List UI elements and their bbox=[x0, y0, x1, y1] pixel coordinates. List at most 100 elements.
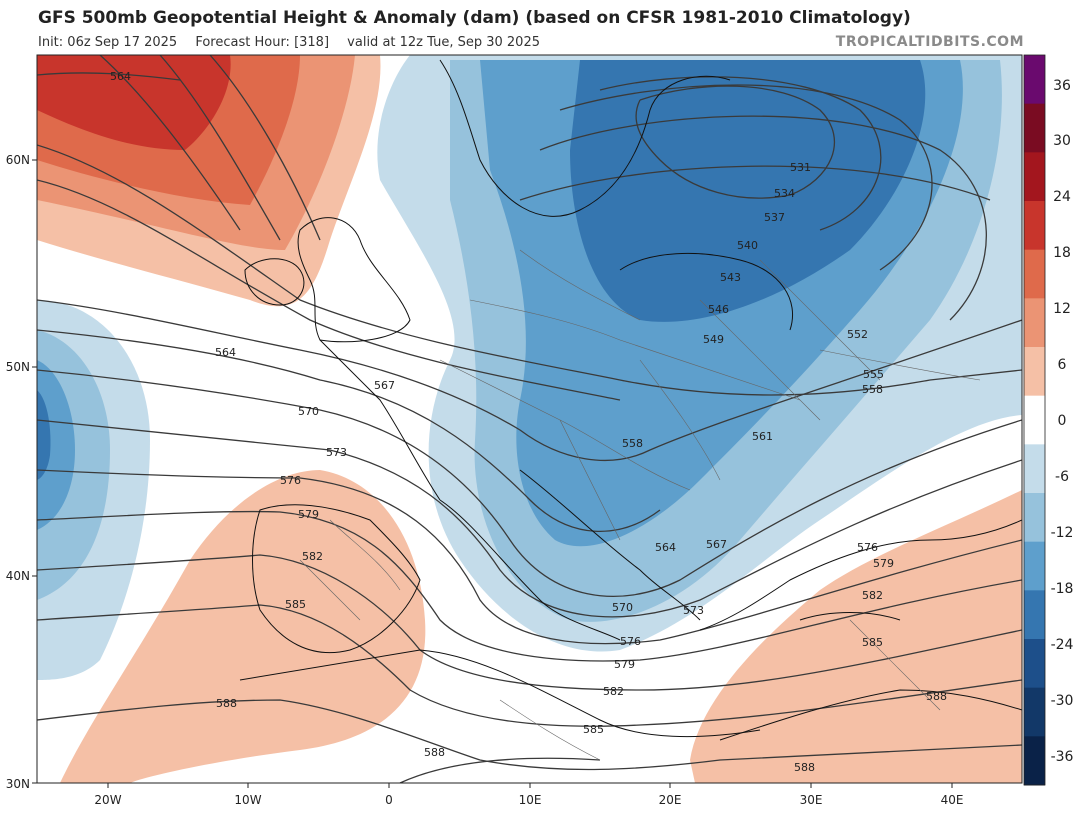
height-contours bbox=[37, 55, 1022, 783]
contour-label: 582 bbox=[302, 550, 323, 563]
colorbar-block bbox=[1024, 736, 1045, 786]
contour-label: 588 bbox=[926, 690, 947, 703]
coastlines bbox=[239, 59, 1022, 741]
colorbar-label: 36 bbox=[1053, 78, 1071, 94]
contour-label: 576 bbox=[280, 474, 301, 487]
lon-label: 30E bbox=[800, 793, 823, 807]
contour-label: 588 bbox=[794, 761, 815, 774]
colorbar-label: -30 bbox=[1051, 693, 1074, 709]
lat-label: 50N bbox=[6, 360, 30, 374]
contour-label: 555 bbox=[863, 368, 884, 381]
lat-label: 60N bbox=[6, 153, 30, 167]
contour-label: 576 bbox=[857, 541, 878, 554]
contour-label: 567 bbox=[374, 379, 395, 392]
colorbar-label: -12 bbox=[1051, 525, 1074, 541]
colorbar-label: -24 bbox=[1051, 637, 1074, 653]
contour-label: 564 bbox=[215, 346, 236, 359]
contour-label: 543 bbox=[720, 271, 741, 284]
map-subtitle: Init: 06z Sep 17 2025 Forecast Hour: [31… bbox=[38, 35, 554, 50]
lon-label: 40E bbox=[941, 793, 964, 807]
colorbar-label: -18 bbox=[1051, 581, 1074, 597]
contour-label: 579 bbox=[298, 508, 319, 521]
contour-label: 585 bbox=[583, 723, 604, 736]
lon-label: 10E bbox=[519, 793, 542, 807]
contour-label: 588 bbox=[424, 746, 445, 759]
contour-label: 588 bbox=[216, 697, 237, 710]
lat-label: 40N bbox=[6, 569, 30, 583]
forecast-hour: Forecast Hour: [318] bbox=[195, 35, 330, 50]
colorbar-block bbox=[1024, 201, 1045, 251]
contour-label: 573 bbox=[683, 604, 704, 617]
colorbar-label: 30 bbox=[1053, 133, 1071, 149]
colorbar-block bbox=[1024, 55, 1045, 105]
contour-label: 585 bbox=[285, 598, 306, 611]
colorbar-label: 6 bbox=[1058, 357, 1067, 373]
colorbar-label: 0 bbox=[1058, 413, 1067, 429]
contour-label: 558 bbox=[862, 383, 883, 396]
anomaly-positive-iberia bbox=[60, 470, 426, 783]
colorbar-label: -36 bbox=[1051, 749, 1074, 765]
longitude-labels: 20W 10W 0 10E 20E 30E 40E bbox=[94, 793, 963, 807]
contour-label: 540 bbox=[737, 239, 758, 252]
contour-label: 576 bbox=[620, 635, 641, 648]
contour-label: 549 bbox=[703, 333, 724, 346]
anomaly-negative-west bbox=[37, 300, 150, 680]
contour-label: 582 bbox=[862, 589, 883, 602]
political-borders bbox=[299, 249, 981, 761]
contour-label: 561 bbox=[752, 430, 773, 443]
colorbar-block bbox=[1024, 493, 1045, 543]
colorbar-block bbox=[1024, 347, 1045, 397]
longitude-ticks bbox=[107, 783, 953, 788]
colorbar-label: 12 bbox=[1053, 301, 1071, 317]
valid-time: valid at 12z Tue, Sep 30 2025 bbox=[347, 35, 540, 50]
lon-label: 10W bbox=[234, 793, 261, 807]
map-title: GFS 500mb Geopotential Height & Anomaly … bbox=[38, 8, 911, 28]
colorbar-label: 18 bbox=[1053, 245, 1071, 261]
lon-label: 0 bbox=[385, 793, 393, 807]
colorbar-block bbox=[1024, 541, 1045, 591]
colorbar-blocks bbox=[1024, 55, 1045, 786]
colorbar-label: -6 bbox=[1055, 469, 1069, 485]
colorbar-block bbox=[1024, 639, 1045, 689]
anomaly-positive-northwest bbox=[37, 55, 381, 307]
brand-watermark: TROPICALTIDBITS.COM bbox=[835, 34, 1024, 50]
colorbar-block bbox=[1024, 298, 1045, 348]
colorbar-block bbox=[1024, 590, 1045, 640]
latitude-labels: 60N 50N 40N 30N bbox=[6, 153, 30, 791]
contour-label: 567 bbox=[706, 538, 727, 551]
contour-label: 579 bbox=[873, 557, 894, 570]
contour-label: 573 bbox=[326, 446, 347, 459]
latitude-ticks bbox=[32, 159, 37, 784]
contour-label: 585 bbox=[862, 636, 883, 649]
contour-label: 570 bbox=[612, 601, 633, 614]
contour-label: 558 bbox=[622, 437, 643, 450]
contour-label: 564 bbox=[655, 541, 676, 554]
lon-label: 20W bbox=[94, 793, 121, 807]
anomaly-positive-east bbox=[690, 490, 1022, 783]
contour-label: 537 bbox=[764, 211, 785, 224]
contour-label: 552 bbox=[847, 328, 868, 341]
init-time: Init: 06z Sep 17 2025 bbox=[38, 35, 178, 50]
contour-label: 534 bbox=[774, 187, 795, 200]
colorbar-frame bbox=[1023, 54, 1046, 786]
colorbar-block bbox=[1024, 249, 1045, 299]
contour-label: 531 bbox=[790, 161, 811, 174]
colorbar-labels: 36 30 24 18 12 6 0 -6 -12 -18 -24 -30 -3… bbox=[1051, 78, 1074, 765]
colorbar-block bbox=[1024, 152, 1045, 202]
map-field bbox=[37, 55, 1022, 783]
contour-labels: 564 564 567 570 573 576 579 582 585 588 … bbox=[110, 70, 947, 774]
contour-label: 546 bbox=[708, 303, 729, 316]
lat-label: 30N bbox=[6, 777, 30, 791]
contour-label: 582 bbox=[603, 685, 624, 698]
colorbar-label: 24 bbox=[1053, 189, 1071, 205]
contour-label: 570 bbox=[298, 405, 319, 418]
contour-label: 579 bbox=[614, 658, 635, 671]
lon-label: 20E bbox=[659, 793, 682, 807]
colorbar-block bbox=[1024, 395, 1045, 445]
colorbar-block bbox=[1024, 687, 1045, 737]
colorbar-block bbox=[1024, 103, 1045, 153]
colorbar: 36 30 24 18 12 6 0 -6 -12 -18 -24 -30 -3… bbox=[1023, 54, 1074, 786]
contour-label: 564 bbox=[110, 70, 131, 83]
colorbar-block bbox=[1024, 444, 1045, 494]
